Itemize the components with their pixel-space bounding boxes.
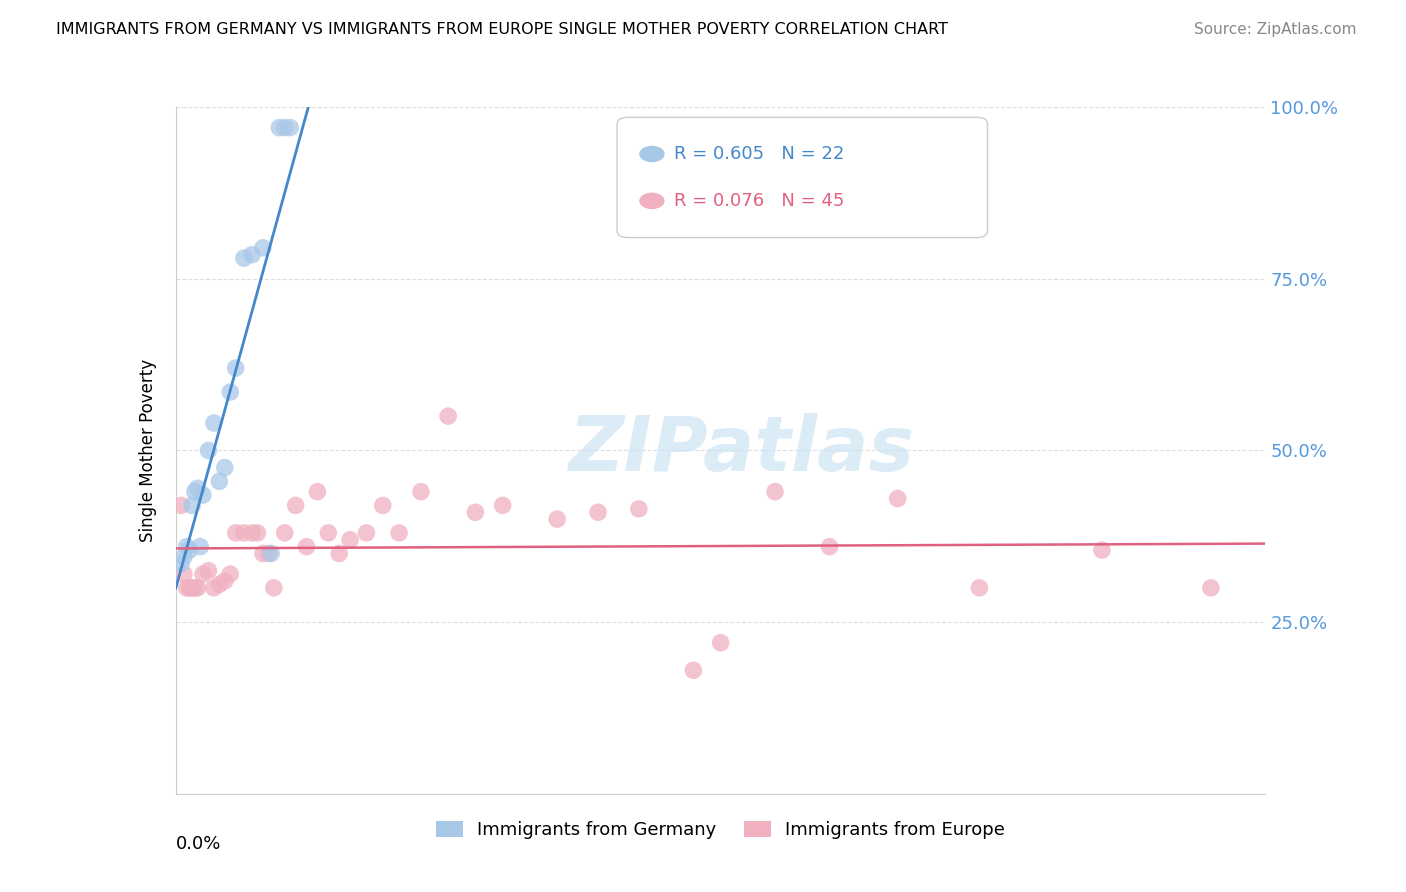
Point [682, 663, 704, 677]
Text: Source: ZipAtlas.com: Source: ZipAtlas.com [1194, 22, 1357, 37]
Point [225, 361, 247, 376]
Point [1199, 581, 1222, 595]
Point [284, 499, 307, 513]
Point [763, 484, 786, 499]
Point [371, 499, 394, 513]
Point [208, 577, 231, 591]
Point [274, 525, 297, 540]
Text: R = 0.076   N = 45: R = 0.076 N = 45 [673, 192, 844, 210]
Point [179, 581, 201, 595]
Point [269, 120, 291, 135]
Point [969, 581, 991, 595]
Point [176, 581, 198, 595]
Point [170, 499, 193, 513]
Point [240, 248, 263, 262]
Point [274, 120, 297, 135]
Point [278, 120, 301, 135]
Point [225, 525, 247, 540]
Point [263, 581, 285, 595]
Point [173, 567, 195, 582]
Point [170, 557, 193, 571]
Y-axis label: Single Mother Poverty: Single Mother Poverty [139, 359, 157, 542]
Point [339, 533, 361, 547]
Point [252, 546, 274, 561]
Point [197, 443, 219, 458]
Point [176, 540, 198, 554]
Point [307, 484, 329, 499]
Point [202, 416, 225, 430]
Point [818, 540, 841, 554]
Point [295, 540, 318, 554]
Point [464, 505, 486, 519]
Point [202, 581, 225, 595]
Point [173, 549, 195, 564]
Point [214, 460, 236, 475]
Point [409, 484, 432, 499]
Point [260, 546, 283, 561]
Point [219, 385, 242, 400]
Point [1091, 543, 1114, 558]
Point [232, 525, 254, 540]
FancyBboxPatch shape [617, 118, 987, 237]
Text: ZIPatlas: ZIPatlas [569, 414, 915, 487]
Point [246, 525, 269, 540]
Point [188, 540, 211, 554]
Legend: Immigrants from Germany, Immigrants from Europe: Immigrants from Germany, Immigrants from… [429, 814, 1012, 847]
Point [214, 574, 236, 588]
Point [627, 501, 650, 516]
Point [181, 581, 204, 595]
Text: R = 0.605   N = 22: R = 0.605 N = 22 [673, 145, 844, 163]
Text: 0.0%: 0.0% [176, 835, 221, 853]
Point [356, 525, 378, 540]
Point [232, 251, 254, 265]
Point [546, 512, 568, 526]
Point [886, 491, 908, 506]
Point [710, 636, 733, 650]
Point [179, 543, 201, 558]
Point [219, 567, 242, 582]
Text: IMMIGRANTS FROM GERMANY VS IMMIGRANTS FROM EUROPE SINGLE MOTHER POVERTY CORRELAT: IMMIGRANTS FROM GERMANY VS IMMIGRANTS FR… [56, 22, 948, 37]
Point [184, 484, 207, 499]
Point [197, 564, 219, 578]
Point [186, 481, 209, 495]
Circle shape [640, 194, 664, 209]
Point [437, 409, 460, 423]
Point [328, 546, 350, 561]
Point [186, 581, 209, 595]
Point [257, 546, 280, 561]
Point [586, 505, 609, 519]
Point [184, 581, 207, 595]
Point [318, 525, 340, 540]
Point [388, 525, 411, 540]
Point [208, 475, 231, 489]
Point [492, 499, 515, 513]
Point [181, 499, 204, 513]
Point [191, 567, 214, 582]
Circle shape [640, 146, 664, 161]
Point [191, 488, 214, 502]
Point [240, 525, 263, 540]
Point [252, 241, 274, 255]
